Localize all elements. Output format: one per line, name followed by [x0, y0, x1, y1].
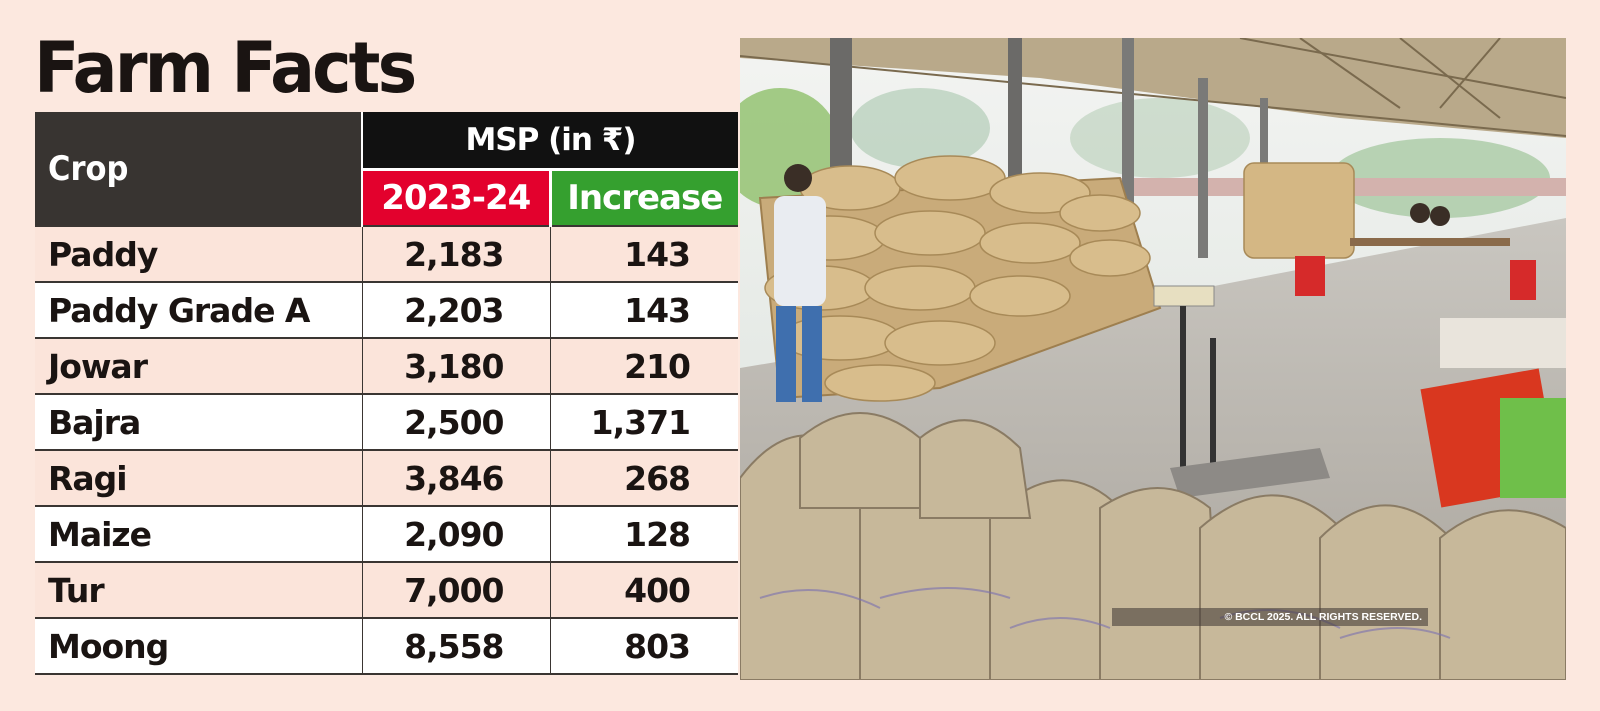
cell-increase: 400 [550, 561, 738, 618]
cell-msp: 3,180 [362, 337, 551, 394]
cell-msp: 2,203 [362, 281, 551, 338]
header-crop: Crop [35, 112, 363, 226]
cell-increase: 143 [550, 281, 738, 338]
cell-crop: Bajra [35, 393, 363, 450]
cell-increase: 1,371 [550, 393, 738, 450]
cell-msp: 7,000 [362, 561, 551, 618]
header-year: 2023-24 [362, 169, 552, 226]
header-msp-group: MSP (in ₹) [362, 112, 738, 171]
procurement-shed-photo [740, 38, 1566, 680]
cell-crop: Jowar [35, 337, 363, 394]
cell-crop: Paddy Grade A [35, 281, 363, 338]
cell-msp: 2,500 [362, 393, 551, 450]
cell-msp: 8,558 [362, 617, 551, 675]
cell-crop: Ragi [35, 449, 363, 506]
table-row: Moong 8,558 803 [35, 617, 738, 675]
cell-msp: 2,090 [362, 505, 551, 562]
cell-increase: 210 [550, 337, 738, 394]
table-row: Tur 7,000 400 [35, 561, 738, 618]
table-row: Paddy Grade A 2,203 143 [35, 281, 738, 338]
cell-increase: 128 [550, 505, 738, 562]
cell-msp: 2,183 [362, 225, 551, 282]
copyright-notice: © BCCL 2025. ALL RIGHTS RESERVED. [1112, 608, 1428, 626]
page-title: Farm Facts [34, 27, 417, 109]
cell-increase: 803 [550, 617, 738, 675]
cell-crop: Tur [35, 561, 363, 618]
cell-crop: Moong [35, 617, 363, 675]
table-row: Maize 2,090 128 [35, 505, 738, 562]
cell-crop: Maize [35, 505, 363, 562]
header-increase: Increase [550, 169, 738, 226]
cell-crop: Paddy [35, 225, 363, 282]
table-row: Jowar 3,180 210 [35, 337, 738, 394]
table-row: Ragi 3,846 268 [35, 449, 738, 506]
msp-table: Crop MSP (in ₹) 2023-24 Increase Paddy 2… [35, 112, 738, 675]
cell-increase: 268 [550, 449, 738, 506]
cell-msp: 3,846 [362, 449, 551, 506]
table-row: Bajra 2,500 1,371 [35, 393, 738, 450]
cell-increase: 143 [550, 225, 738, 282]
table-row: Paddy 2,183 143 [35, 225, 738, 282]
